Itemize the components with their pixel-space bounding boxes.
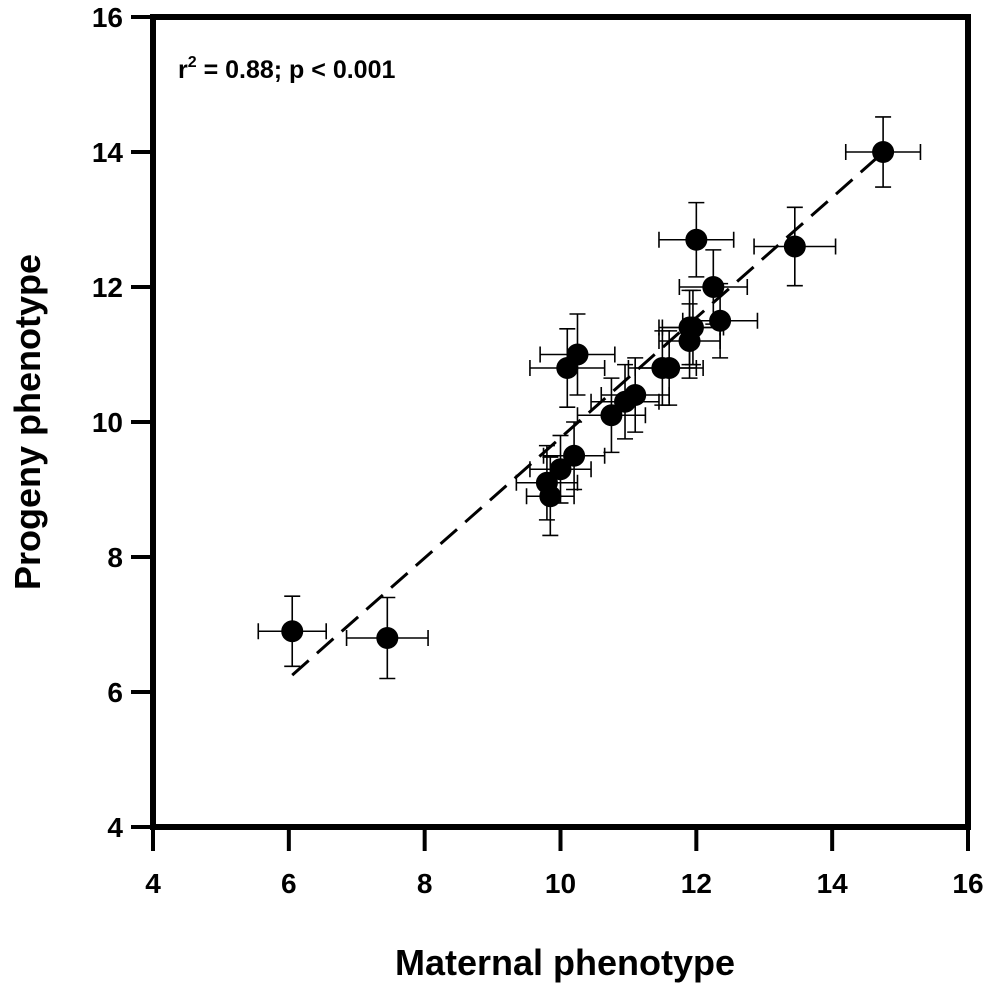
y-tick-label: 6: [107, 677, 123, 708]
data-point: [681, 316, 704, 339]
r-label: r: [178, 56, 188, 84]
x-axis-title: Maternal phenotype: [395, 942, 735, 983]
data-point: [566, 343, 589, 366]
data-point: [600, 404, 623, 427]
data-point: [281, 620, 304, 643]
y-tick-label: 8: [107, 542, 123, 573]
data-point: [702, 276, 725, 298]
x-tick-label: 12: [681, 868, 712, 899]
stats-text: = 0.88; p < 0.001: [197, 56, 396, 84]
x-tick-label: 6: [281, 868, 297, 899]
r-exponent: 2: [188, 54, 197, 71]
data-point: [549, 458, 572, 481]
data-point: [535, 471, 558, 494]
y-tick-label: 12: [92, 272, 123, 303]
x-tick-label: 16: [952, 868, 983, 899]
y-axis-title: Progeny phenotype: [7, 254, 48, 590]
data-point: [376, 627, 399, 649]
x-tick-label: 8: [417, 868, 433, 899]
y-tick-label: 4: [107, 812, 123, 843]
plot-frame: [150, 14, 971, 830]
y-tick-label: 14: [92, 137, 124, 168]
tick-labels: 4 6 8 10 12 14 16 4 6 8 10 12 14 16: [92, 2, 984, 899]
axis-ticks: [131, 15, 970, 851]
data-points: [281, 141, 895, 649]
data-point: [685, 228, 708, 251]
x-tick-label: 10: [545, 868, 576, 899]
data-point: [872, 141, 895, 163]
error-bars: [257, 116, 922, 680]
data-point: [563, 444, 586, 467]
y-tick-label: 10: [92, 407, 123, 438]
data-point: [709, 309, 732, 332]
data-point: [783, 235, 806, 258]
stats-annotation: r2 = 0.88; p < 0.001: [178, 54, 395, 84]
y-tick-label: 16: [92, 2, 123, 33]
data-point: [658, 357, 681, 379]
data-point: [624, 384, 647, 406]
x-tick-label: 14: [817, 868, 849, 899]
x-tick-label: 4: [145, 868, 161, 899]
